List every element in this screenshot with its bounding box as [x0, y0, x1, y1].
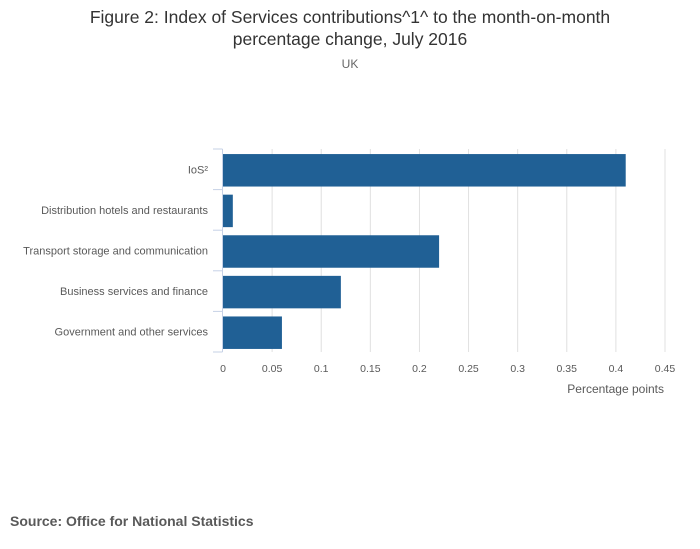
- x-tick-label: 0.35: [557, 363, 578, 375]
- bar: [223, 235, 440, 268]
- x-tick-label: 0: [220, 363, 226, 375]
- y-category-label: Transport storage and communication: [23, 246, 208, 258]
- x-tick-label: 0.2: [412, 363, 427, 375]
- bar: [223, 316, 282, 349]
- chart-title: Figure 2: Index of Services contribution…: [0, 6, 700, 50]
- y-axis: IoS² Distribution hotels and restaurants T…: [23, 148, 223, 353]
- y-category-label: Government and other services: [55, 327, 209, 339]
- bars: [223, 154, 626, 349]
- x-axis-tick-labels: 0 0.05 0.1 0.15 0.2 0.25 0.3 0.35 0.4 0.45: [220, 363, 675, 375]
- bar: [223, 194, 233, 228]
- x-tick-label: 0.25: [458, 363, 479, 375]
- source-note: Source: Office for National Statistics: [10, 513, 254, 529]
- y-category-label: IoS²: [188, 164, 209, 176]
- x-tick-label: 0.3: [510, 363, 525, 375]
- x-tick-label: 0.05: [262, 363, 283, 375]
- x-tick-label: 0.15: [360, 363, 381, 375]
- bar: [223, 154, 626, 187]
- x-axis-title: Percentage points: [567, 382, 664, 396]
- y-category-label: Distribution hotels and restaurants: [41, 205, 208, 217]
- x-tick-label: 0.4: [609, 363, 624, 375]
- chart-subtitle: UK: [341, 57, 359, 71]
- x-tick-label: 0.45: [655, 363, 676, 375]
- bar: [223, 275, 341, 309]
- y-category-label: Business services and finance: [60, 286, 208, 298]
- chart-title-line-2: percentage change, July 2016: [232, 29, 468, 49]
- x-tick-label: 0.1: [314, 363, 329, 375]
- chart-title-line-1: Figure 2: Index of Services contribution…: [89, 7, 611, 27]
